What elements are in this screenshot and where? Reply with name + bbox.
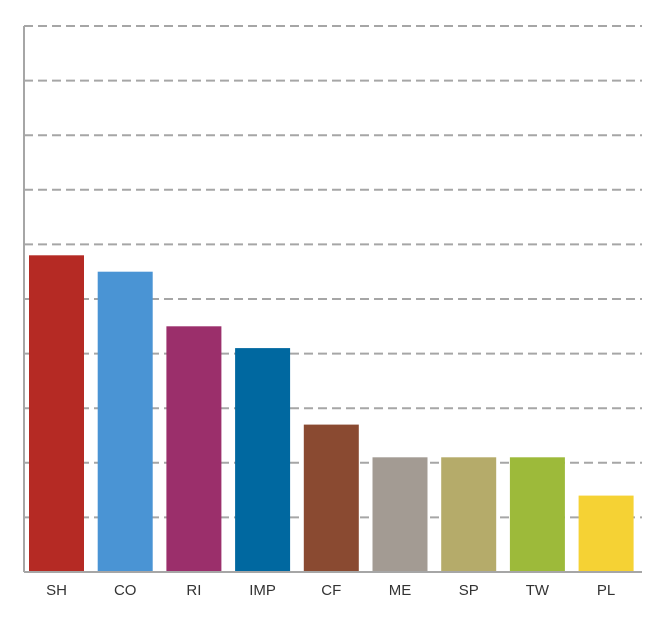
axes: [23, 26, 642, 573]
bars: [29, 255, 634, 573]
x-tick-label: CF: [321, 582, 341, 599]
x-tick-label: PL: [597, 582, 615, 599]
bar-sh: [29, 255, 84, 573]
bar-cf: [303, 424, 359, 572]
x-tick-label: SP: [459, 582, 479, 599]
bar-ri: [166, 326, 222, 572]
bar-co: [97, 271, 153, 572]
bar-tw: [509, 457, 565, 572]
bar-sp: [441, 457, 497, 572]
x-tick-labels: SH CO RI IMP CF ME SP TW PL: [46, 582, 615, 599]
x-tick-label: SH: [46, 582, 67, 599]
x-tick-label: IMP: [249, 582, 276, 599]
bar-imp: [235, 348, 291, 572]
bar-me: [372, 457, 428, 572]
x-tick-label: CO: [114, 582, 137, 599]
bar-pl: [578, 495, 634, 572]
x-tick-label: ME: [389, 582, 412, 599]
x-tick-label: TW: [526, 582, 550, 599]
x-tick-label: RI: [186, 582, 201, 599]
